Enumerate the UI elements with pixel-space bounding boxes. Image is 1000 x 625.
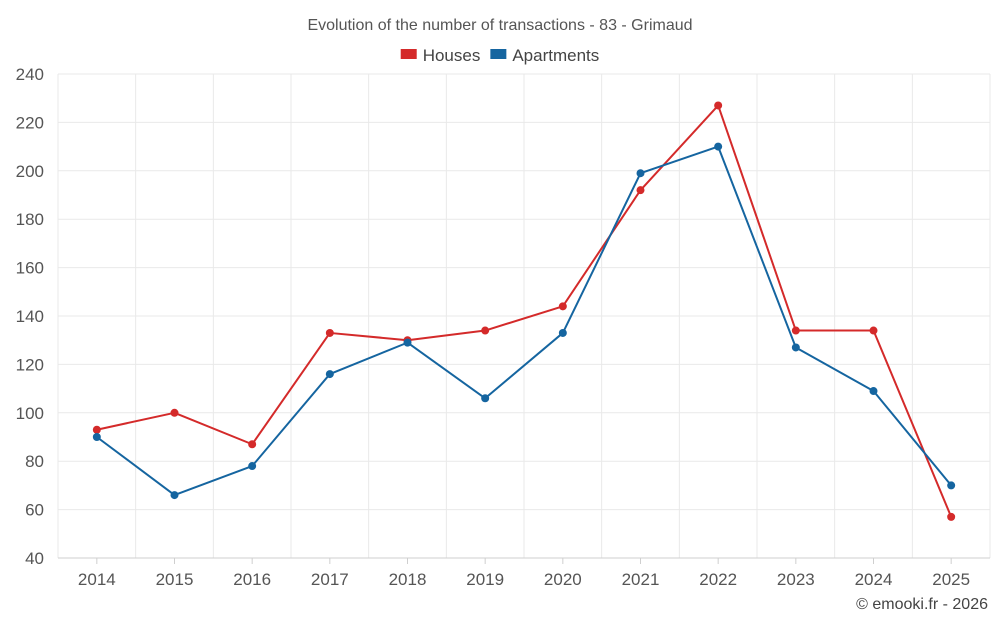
x-tick-label: 2025 [932, 570, 970, 589]
legend-label-apartments: Apartments [512, 46, 599, 65]
houses-point [325, 328, 334, 337]
apartments-point [248, 462, 257, 471]
y-tick-label: 160 [16, 259, 44, 278]
houses-point [869, 326, 878, 335]
x-tick-label: 2022 [699, 570, 737, 589]
apartments-line [96, 145, 952, 497]
houses-point [481, 326, 490, 335]
houses-point [791, 326, 800, 335]
apartments-point [403, 338, 412, 347]
x-tick-label: 2017 [311, 570, 349, 589]
apartments-point [481, 394, 490, 403]
y-tick-label: 180 [16, 210, 44, 229]
y-tick-label: 140 [16, 307, 44, 326]
legend-swatch-apartments [490, 49, 507, 59]
apartments-point [325, 370, 334, 379]
houses-point [558, 302, 567, 311]
apartments-point [869, 387, 878, 396]
apartments-point [170, 491, 179, 500]
y-tick-label: 40 [25, 549, 44, 568]
houses-point [636, 186, 645, 195]
y-tick-label: 240 [16, 65, 44, 84]
apartments-point [558, 328, 567, 337]
x-tick-label: 2018 [389, 570, 427, 589]
apartments-point [791, 343, 800, 352]
houses-point [92, 425, 101, 434]
apartments-point [947, 481, 956, 490]
x-tick-label: 2015 [156, 570, 194, 589]
grid [57, 73, 991, 558]
apartments-point [714, 142, 723, 151]
axes: 40 60 80 100 120 140 160 180 200 220 240 2014 2015 20… [16, 65, 990, 589]
y-tick-label: 60 [25, 501, 44, 520]
x-tick-label: 2021 [622, 570, 660, 589]
x-tick-label: 2014 [78, 570, 116, 589]
houses-point [947, 512, 956, 521]
series-group [92, 101, 956, 521]
chart-title: Evolution of the number of transactions … [307, 17, 692, 34]
apartments-point [636, 169, 645, 178]
credit-text: © emooki.fr - 2026 [856, 596, 988, 613]
houses-point [714, 101, 723, 110]
x-tick-label: 2016 [233, 570, 271, 589]
legend: Houses Apartments [400, 46, 599, 65]
apartments-point [92, 433, 101, 441]
legend-label-houses: Houses [423, 46, 481, 65]
x-tick-label: 2024 [855, 570, 893, 589]
y-tick-label: 100 [16, 404, 44, 423]
y-tick-label: 200 [16, 162, 44, 181]
x-tick-label: 2019 [466, 570, 504, 589]
houses-point [170, 408, 179, 417]
y-tick-label: 120 [16, 355, 44, 374]
houses-line [96, 104, 953, 518]
x-tick-label: 2023 [777, 570, 815, 589]
x-tick-label: 2020 [544, 570, 582, 589]
legend-swatch-houses [400, 49, 417, 59]
y-tick-label: 220 [16, 113, 44, 132]
houses-point [248, 440, 257, 449]
y-tick-label: 80 [25, 452, 44, 471]
